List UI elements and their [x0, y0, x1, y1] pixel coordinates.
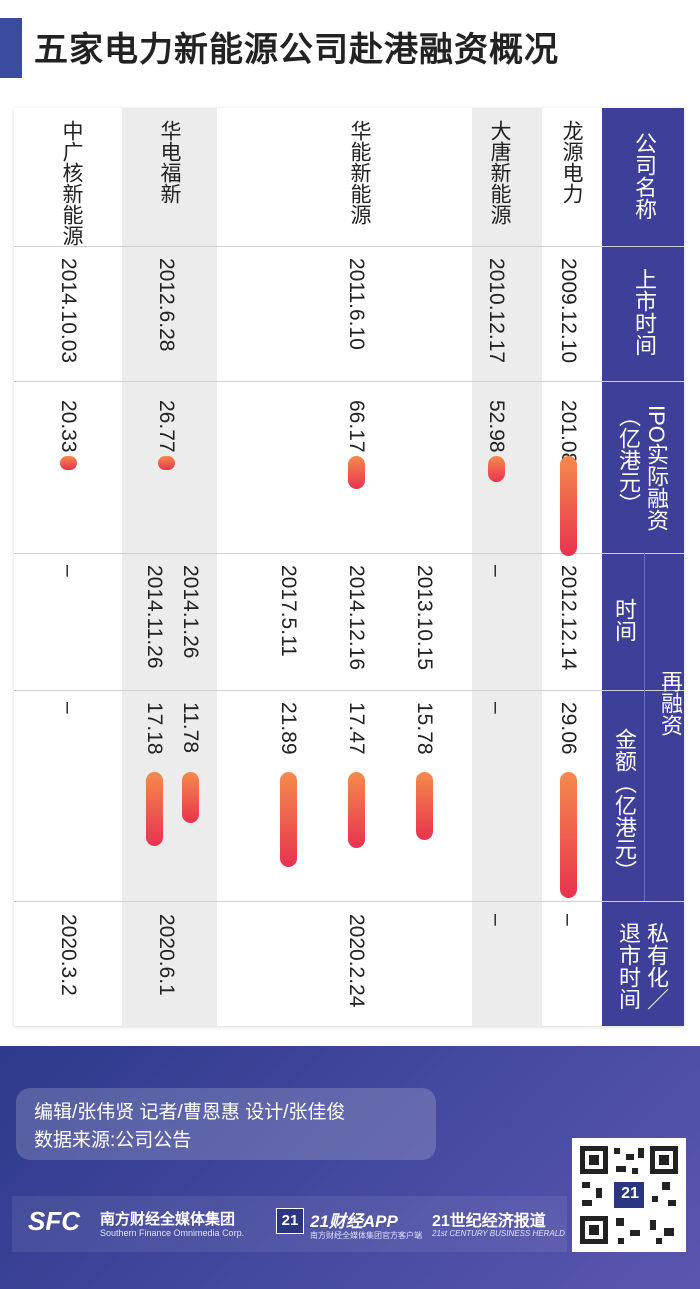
refinance-value: 29.06 — [557, 702, 580, 755]
company-name: 大唐新能源 — [488, 120, 511, 225]
company-name: 中广核新能源 — [60, 120, 83, 246]
refinance-time: 2013.10.15 — [413, 565, 436, 671]
ipo-value: 201.08 — [557, 400, 580, 465]
logo-app-name: 21财经APP — [310, 1212, 398, 1231]
ipo-value: 66.17 — [345, 400, 368, 453]
header-refinance: 再融资 — [658, 670, 683, 736]
refinance-value: 17.18 — [143, 702, 166, 755]
list-date: 2012.6.28 — [155, 258, 178, 352]
refinance-bar — [416, 772, 433, 841]
app-badge-icon: 21 — [276, 1208, 304, 1234]
refinance-value: – — [57, 702, 80, 714]
logo-sfc-en: Southern Finance Omnimedia Corp. — [100, 1228, 245, 1238]
list-date: 2009.12.10 — [557, 258, 580, 364]
refinance-time: 2012.12.14 — [557, 565, 580, 671]
row-stripe-huadian — [122, 108, 217, 1026]
refinance-bar — [280, 772, 297, 867]
company-name: 华电福新 — [158, 120, 181, 204]
refinance-time: – — [57, 565, 80, 577]
ipo-bar — [60, 456, 77, 470]
header-refinance-amount: 金额（亿港元） — [612, 728, 637, 882]
header-company: 公司名称 — [632, 132, 657, 220]
refinance-bar — [348, 772, 365, 848]
refinance-time: 2014.11.26 — [143, 565, 166, 669]
privatization-date: 2020.3.2 — [57, 914, 80, 996]
credits-line: 编辑/张伟贤 记者/曹恩惠 设计/张佳俊 — [34, 1102, 346, 1123]
ipo-bar — [348, 456, 365, 489]
list-date: 2010.12.17 — [485, 258, 508, 364]
divider — [14, 381, 684, 382]
header-subdivider — [644, 553, 645, 901]
refinance-time: 2014.12.16 — [345, 565, 368, 671]
header-privatization: 私有化／退市时间 — [616, 922, 669, 1010]
ipo-value: 52.98 — [485, 400, 508, 453]
qr-code: 21 — [572, 1138, 686, 1252]
refinance-time: 2017.5.11 — [277, 565, 300, 657]
list-date: 2011.6.10 — [345, 258, 368, 350]
refinance-bar — [146, 772, 163, 847]
qr-code-icon — [580, 1146, 678, 1244]
header-list-date: 上市时间 — [632, 268, 657, 356]
privatization-date: 2020.6.1 — [155, 914, 178, 996]
company-name: 华能新能源 — [348, 120, 371, 225]
refinance-value: 15.78 — [413, 702, 436, 755]
ipo-bar — [560, 456, 577, 556]
ipo-bar — [488, 456, 505, 483]
privatization-date: – — [485, 914, 508, 926]
company-name: 龙源电力 — [560, 120, 583, 204]
privatization-date: 2020.2.24 — [345, 914, 368, 1008]
divider — [14, 246, 684, 247]
ipo-value: 20.33 — [57, 400, 80, 453]
refinance-bar — [560, 772, 577, 898]
credits-box — [16, 1088, 436, 1160]
logo-app-sub: 南方财经全媒体集团官方客户端 — [310, 1231, 422, 1240]
row-stripe-datang — [472, 108, 542, 1026]
privatization-date: – — [557, 914, 580, 926]
refinance-time: – — [485, 565, 508, 577]
divider — [14, 553, 684, 554]
title-bar: 五家电力新能源公司赴港融资概况 — [0, 0, 700, 90]
header-refinance-time: 时间 — [612, 598, 637, 642]
header-column — [602, 108, 684, 1026]
refinance-value: 21.89 — [277, 702, 300, 755]
refinance-value: 11.78 — [179, 702, 202, 753]
divider — [14, 690, 684, 691]
ipo-value: 26.77 — [155, 400, 178, 453]
logo-herald-en: 21st CENTURY BUSINESS HERALD — [432, 1229, 565, 1238]
divider — [14, 901, 684, 902]
ipo-bar — [158, 456, 175, 470]
list-date: 2014.10.03 — [57, 258, 80, 364]
page-title: 五家电力新能源公司赴港融资概况 — [34, 31, 559, 69]
logo-herald-name: 21世纪经济报道 — [432, 1213, 546, 1230]
qr-badge: 21 — [621, 1185, 639, 1202]
refinance-time: 2014.1.26 — [179, 565, 202, 659]
refinance-value: – — [485, 702, 508, 714]
data-source: 数据来源:公司公告 — [34, 1130, 192, 1151]
refinance-value: 17.47 — [345, 702, 368, 755]
logo-sfc-name: 南方财经全媒体集团 — [100, 1211, 236, 1228]
refinance-bar — [182, 772, 199, 824]
title-accent — [0, 18, 22, 78]
sfc-logo: SFC — [28, 1206, 80, 1236]
header-ipo: IPO实际融资（亿港元） — [616, 405, 669, 531]
